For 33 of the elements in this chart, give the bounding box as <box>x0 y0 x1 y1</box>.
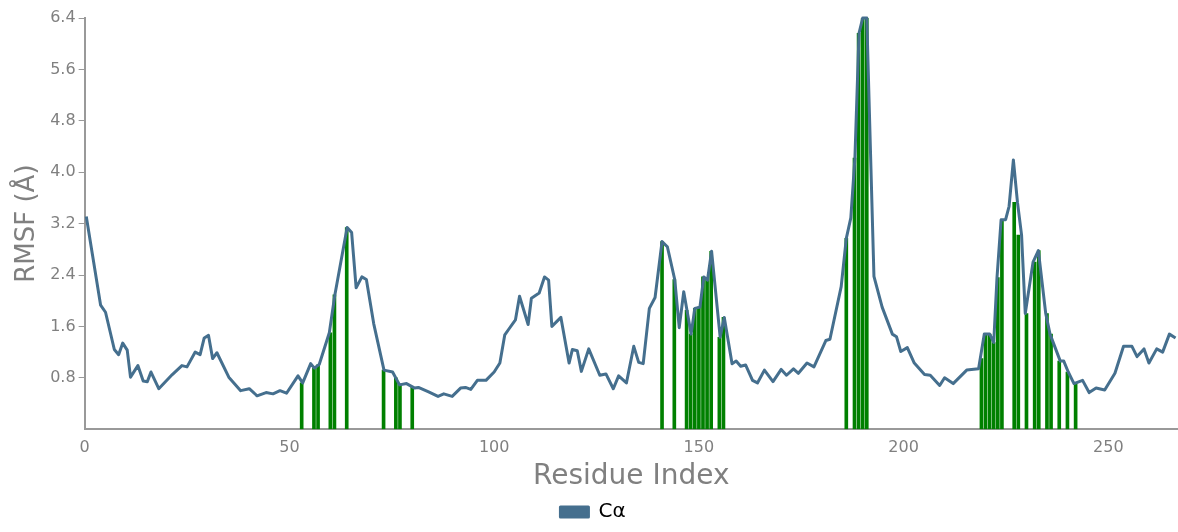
x-tick-label: 50 <box>279 436 300 456</box>
bar <box>1036 250 1041 430</box>
bar <box>344 227 349 430</box>
y-tick-label: 3.2 <box>50 212 76 232</box>
y-tick-label: 2.4 <box>50 264 76 284</box>
legend-label: Cα <box>598 498 626 523</box>
bar <box>410 387 415 430</box>
x-tick-label: 150 <box>683 436 715 456</box>
y-tick-label: 6.4 <box>50 7 76 27</box>
x-tick-label: 250 <box>1093 436 1124 456</box>
bar <box>394 377 398 430</box>
y-tick-label: 4.8 <box>50 109 76 129</box>
bar <box>1000 219 1004 430</box>
bar <box>1045 313 1049 430</box>
y-axis-title: RMSF (Å) <box>9 164 41 283</box>
y-tick-label: 0.8 <box>50 366 76 386</box>
bar <box>312 367 316 430</box>
bar <box>660 241 664 430</box>
y-tick-label: 5.6 <box>50 58 76 78</box>
bar <box>844 238 849 430</box>
bar <box>672 279 677 430</box>
x-axis-title: Residue Index <box>533 458 730 492</box>
bar <box>316 364 320 430</box>
bar <box>1012 202 1017 430</box>
y-tick-label: 1.6 <box>50 315 76 335</box>
bar <box>692 308 697 430</box>
bar <box>860 18 865 430</box>
y-tick-label: 4.0 <box>50 161 76 181</box>
bar <box>1057 360 1062 430</box>
x-tick-label: 200 <box>888 436 919 456</box>
x-tick-label: 100 <box>478 436 510 456</box>
x-tick-label: 0 <box>79 436 90 456</box>
bar <box>299 382 304 430</box>
